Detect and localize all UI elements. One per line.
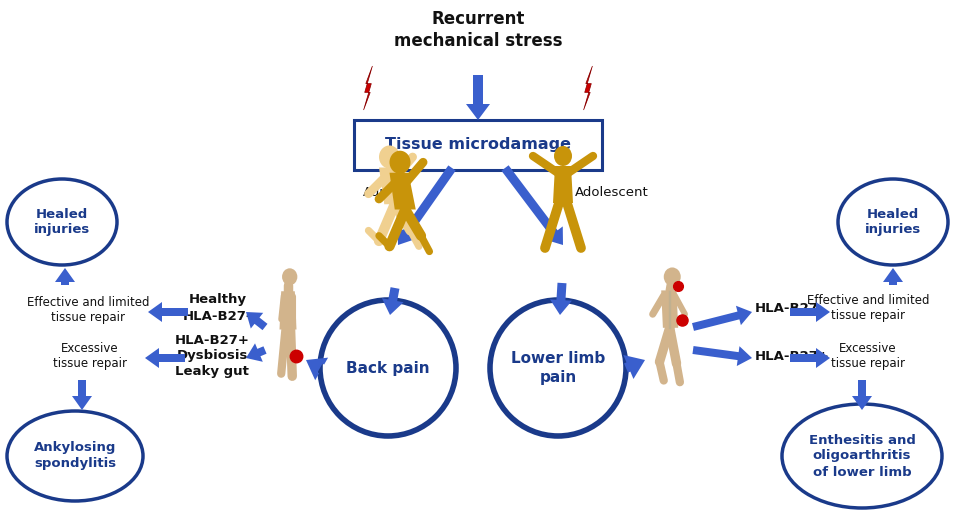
- Ellipse shape: [664, 267, 680, 286]
- Text: Healed
injuries: Healed injuries: [865, 208, 922, 237]
- Polygon shape: [364, 66, 372, 110]
- Text: HLA-B27+: HLA-B27+: [755, 350, 830, 363]
- Text: Adolescent: Adolescent: [575, 186, 649, 199]
- Text: Excessive
tissue repair: Excessive tissue repair: [53, 341, 127, 370]
- Polygon shape: [382, 287, 404, 315]
- Polygon shape: [790, 302, 830, 322]
- Polygon shape: [246, 312, 267, 330]
- FancyBboxPatch shape: [354, 120, 602, 170]
- Polygon shape: [72, 380, 92, 410]
- Polygon shape: [145, 348, 185, 368]
- Text: HLA-B27+
Dysbiosis
Leaky gut: HLA-B27+ Dysbiosis Leaky gut: [174, 334, 250, 379]
- Text: Effective and limited
tissue repair: Effective and limited tissue repair: [807, 294, 929, 323]
- Text: Adult: Adult: [363, 186, 398, 199]
- Polygon shape: [501, 165, 563, 245]
- Polygon shape: [279, 291, 297, 329]
- Polygon shape: [693, 346, 752, 366]
- Polygon shape: [55, 268, 75, 285]
- Ellipse shape: [782, 404, 942, 508]
- Ellipse shape: [7, 179, 117, 265]
- Polygon shape: [148, 302, 188, 322]
- Text: Excessive
tissue repair: Excessive tissue repair: [831, 341, 905, 370]
- Ellipse shape: [379, 146, 400, 168]
- Polygon shape: [852, 380, 872, 410]
- Text: Ankylosing
spondylitis: Ankylosing spondylitis: [33, 441, 116, 470]
- Text: Enthesitis and
oligoarthritis
of lower limb: Enthesitis and oligoarthritis of lower l…: [809, 434, 916, 479]
- Polygon shape: [661, 291, 679, 328]
- Text: Tissue microdamage: Tissue microdamage: [385, 137, 571, 152]
- Polygon shape: [379, 167, 405, 204]
- Ellipse shape: [7, 411, 143, 501]
- Ellipse shape: [838, 179, 948, 265]
- Polygon shape: [623, 355, 645, 379]
- Polygon shape: [584, 66, 592, 110]
- Polygon shape: [466, 75, 490, 120]
- Polygon shape: [550, 283, 572, 315]
- Ellipse shape: [389, 151, 411, 174]
- Ellipse shape: [554, 146, 572, 166]
- Text: Healed
injuries: Healed injuries: [33, 208, 90, 237]
- Polygon shape: [790, 348, 830, 368]
- Polygon shape: [553, 166, 573, 203]
- Text: Back pain: Back pain: [346, 361, 430, 376]
- Polygon shape: [389, 172, 415, 209]
- Polygon shape: [883, 268, 903, 285]
- Text: Lower limb
pain: Lower limb pain: [511, 351, 605, 385]
- Polygon shape: [397, 165, 456, 245]
- Ellipse shape: [320, 300, 456, 436]
- Ellipse shape: [282, 268, 298, 285]
- Text: Healthy
HLA-B27-: Healthy HLA-B27-: [183, 294, 253, 323]
- Ellipse shape: [490, 300, 626, 436]
- Text: Effective and limited
tissue repair: Effective and limited tissue repair: [27, 295, 149, 324]
- Polygon shape: [692, 306, 752, 331]
- Polygon shape: [306, 357, 328, 380]
- Text: HLA-B27-: HLA-B27-: [755, 301, 825, 314]
- Polygon shape: [246, 343, 267, 362]
- Text: Recurrent
mechanical stress: Recurrent mechanical stress: [393, 10, 563, 50]
